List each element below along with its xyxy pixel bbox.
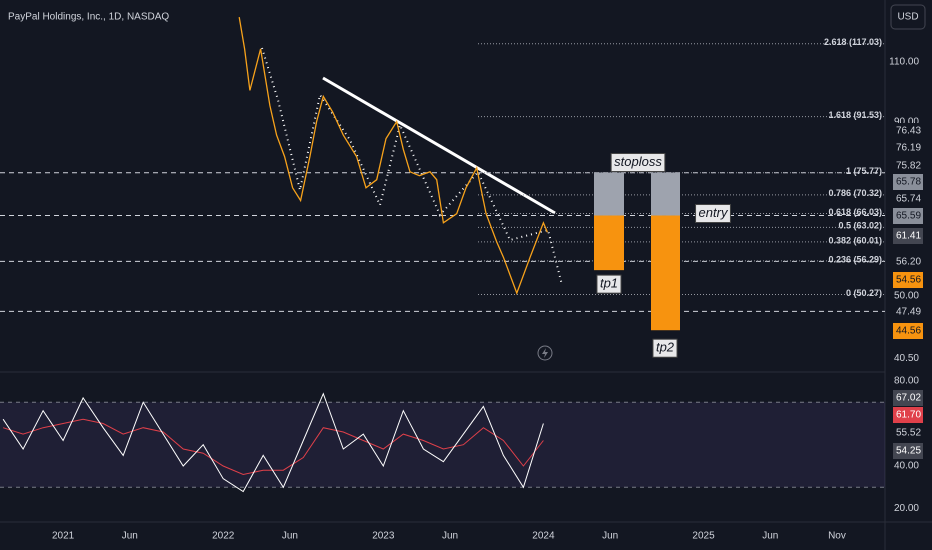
rsi-tick-label: 80.00: [894, 376, 919, 387]
time-tick-label: Nov: [828, 531, 846, 542]
axis-label-box: [893, 158, 923, 174]
currency-button[interactable]: [890, 4, 926, 30]
axis-label: 47.49: [896, 307, 921, 318]
axis-label: 65.59: [896, 211, 921, 222]
axis-label: 75.82: [896, 161, 921, 172]
time-tick-label: 2022: [212, 531, 235, 542]
stop-zone: [594, 172, 624, 216]
time-tick-label: Jun: [282, 531, 298, 542]
target-zone: [594, 215, 624, 271]
fib-label: 2.618 (117.03): [824, 37, 882, 47]
rsi-tick-label: 20.00: [894, 503, 919, 514]
time-tick-label: Jun: [442, 531, 458, 542]
axis-label-box: [893, 272, 923, 288]
stop-zone: [651, 172, 680, 216]
axis-label-box: [893, 390, 923, 406]
fib-label: 0 (50.27): [846, 288, 882, 298]
entry-text: entry: [699, 205, 729, 220]
time-tick-label: 2021: [52, 531, 75, 542]
target-zone: [651, 215, 680, 331]
rsi-line: [2, 392, 544, 493]
fib-label: 1.618 (91.53): [828, 110, 882, 120]
fib-label: 0.786 (70.32): [828, 188, 882, 198]
price-tick-label: 40.50: [894, 353, 919, 364]
tp1-text: tp1: [600, 276, 618, 291]
axis-label-box: [893, 208, 923, 224]
axis-label-box: [893, 304, 923, 320]
axis-label: 54.25: [896, 446, 921, 457]
axis-label: 76.19: [896, 143, 921, 154]
trendline: [322, 76, 556, 215]
price-tick-label: 50.00: [894, 291, 919, 302]
axis-label-box: [893, 425, 923, 441]
alert-icon[interactable]: [537, 345, 553, 361]
time-tick-label: 2023: [372, 531, 395, 542]
fib-label: 0.5 (63.02): [838, 221, 882, 231]
axis-label-box: [893, 140, 923, 156]
axis-label: 54.56: [896, 275, 921, 286]
currency-label[interactable]: USD: [897, 12, 918, 23]
tp2-box: [652, 338, 678, 358]
rsi-band: [0, 402, 885, 488]
axis-label: 76.43: [896, 126, 921, 137]
time-tick-label: Jun: [602, 531, 618, 542]
axis-label: 65.74: [896, 194, 921, 205]
price-tick-label: 110.00: [889, 57, 919, 68]
time-tick-label: Jun: [762, 531, 778, 542]
axis-label-box: [893, 443, 923, 459]
stoploss-tag: stoploss: [610, 153, 666, 173]
fib-label: 0.382 (60.01): [828, 235, 882, 245]
entry-tag: entry: [695, 204, 731, 224]
fib-label: 1 (75.77): [846, 166, 882, 176]
tp2-tag: tp2: [652, 338, 678, 358]
axis-label-box: [893, 123, 923, 139]
axis-label: 55.52: [896, 428, 921, 439]
axis-label-box: [893, 228, 923, 244]
entry-box: [695, 204, 731, 224]
axis-label: 67.02: [896, 393, 921, 404]
price-line: [238, 16, 548, 295]
time-tick-label: 2024: [532, 531, 555, 542]
axis-label-box: [893, 407, 923, 423]
stoploss-box: [610, 153, 666, 173]
axis-label: 61.70: [896, 410, 921, 421]
price-tick-label: 90.00: [894, 116, 919, 127]
stoploss-text: stoploss: [614, 154, 662, 169]
axis-label: 65.78: [896, 177, 921, 188]
axis-label-box: [893, 323, 923, 339]
tp1-tag: tp1: [596, 274, 622, 294]
rsi-tick-label: 40.00: [894, 461, 919, 472]
time-tick-label: 2025: [692, 531, 715, 542]
axis-label: 44.56: [896, 326, 921, 337]
fib-label: 0.236 (56.29): [828, 254, 882, 264]
axis-label: 56.20: [896, 257, 921, 268]
tp1-box: [596, 274, 622, 294]
symbol-title: PayPal Holdings, Inc., 1D, NASDAQ: [8, 12, 169, 23]
tp2-text: tp2: [656, 340, 675, 355]
fib-label: 0.618 (66.03): [828, 207, 882, 217]
rsi-ma-line: [2, 418, 544, 476]
axis-label-box: [893, 174, 923, 190]
axis-label-box: [893, 191, 923, 207]
axis-label: 61.41: [896, 231, 921, 242]
axis-label-box: [893, 254, 923, 270]
time-tick-label: Jun: [122, 531, 138, 542]
